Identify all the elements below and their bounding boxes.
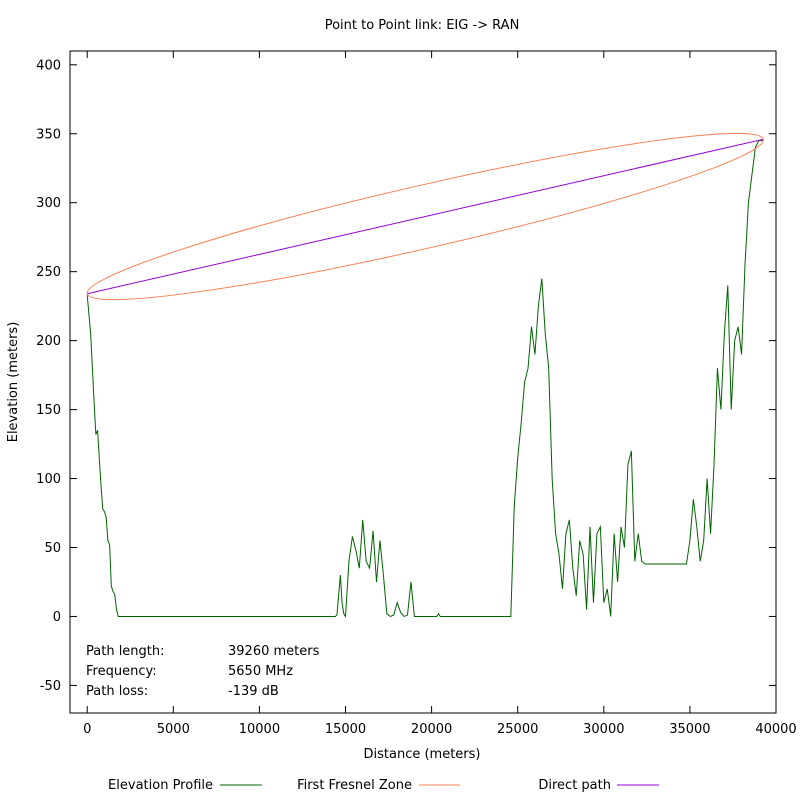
y-axis-label: Elevation (meters)	[6, 322, 21, 443]
plot-frame	[69, 50, 777, 714]
y-axis: -50 0 50 100 150 200 250 300 350 400	[36, 58, 776, 694]
info-path-loss-label: Path loss:	[86, 684, 148, 699]
x-tick-label: 40000	[755, 722, 796, 737]
y-tick-label: 300	[36, 196, 61, 211]
x-tick-label: 5000	[157, 722, 190, 737]
series-elevation-profile	[86, 140, 764, 619]
series-layer	[86, 132, 764, 619]
legend: Elevation Profile First Fresnel Zone Dir…	[108, 778, 659, 793]
y-tick-label: 200	[36, 334, 61, 349]
x-tick-label: 35000	[669, 722, 710, 737]
info-block: Path length: 39260 meters Frequency: 565…	[86, 644, 320, 699]
x-tick-label: 20000	[411, 722, 452, 737]
y-tick-label: -50	[40, 679, 61, 694]
series-first-fresnel-zone	[86, 132, 764, 301]
legend-label-elevation-profile: Elevation Profile	[108, 778, 213, 793]
y-tick-label: 50	[44, 541, 61, 556]
x-tick-label: 30000	[583, 722, 624, 737]
info-frequency-label: Frequency:	[86, 664, 157, 679]
x-tick-label: 10000	[239, 722, 280, 737]
x-tick-label: 25000	[497, 722, 538, 737]
x-tick-label: 0	[83, 722, 91, 737]
info-path-loss-value: -139 dB	[228, 684, 279, 699]
y-tick-label: 350	[36, 127, 61, 142]
y-tick-label: 250	[36, 265, 61, 280]
y-tick-label: 0	[53, 610, 61, 625]
info-path-length-value: 39260 meters	[228, 644, 320, 659]
y-tick-label: 150	[36, 403, 61, 418]
legend-label-first-fresnel-zone: First Fresnel Zone	[297, 778, 412, 793]
chart-title: Point to Point link: EIG -> RAN	[325, 18, 520, 33]
info-path-length-label: Path length:	[86, 644, 165, 659]
info-frequency-value: 5650 MHz	[228, 664, 293, 679]
series-direct-path	[87, 138, 764, 295]
x-axis-label: Distance (meters)	[364, 747, 481, 762]
legend-label-direct-path: Direct path	[538, 778, 611, 793]
x-tick-label: 15000	[325, 722, 366, 737]
y-tick-label: 400	[36, 58, 61, 73]
x-axis: 0 5000 10000 15000 20000 25000 30000 35000 40000	[83, 51, 797, 737]
y-tick-label: 100	[36, 472, 61, 487]
